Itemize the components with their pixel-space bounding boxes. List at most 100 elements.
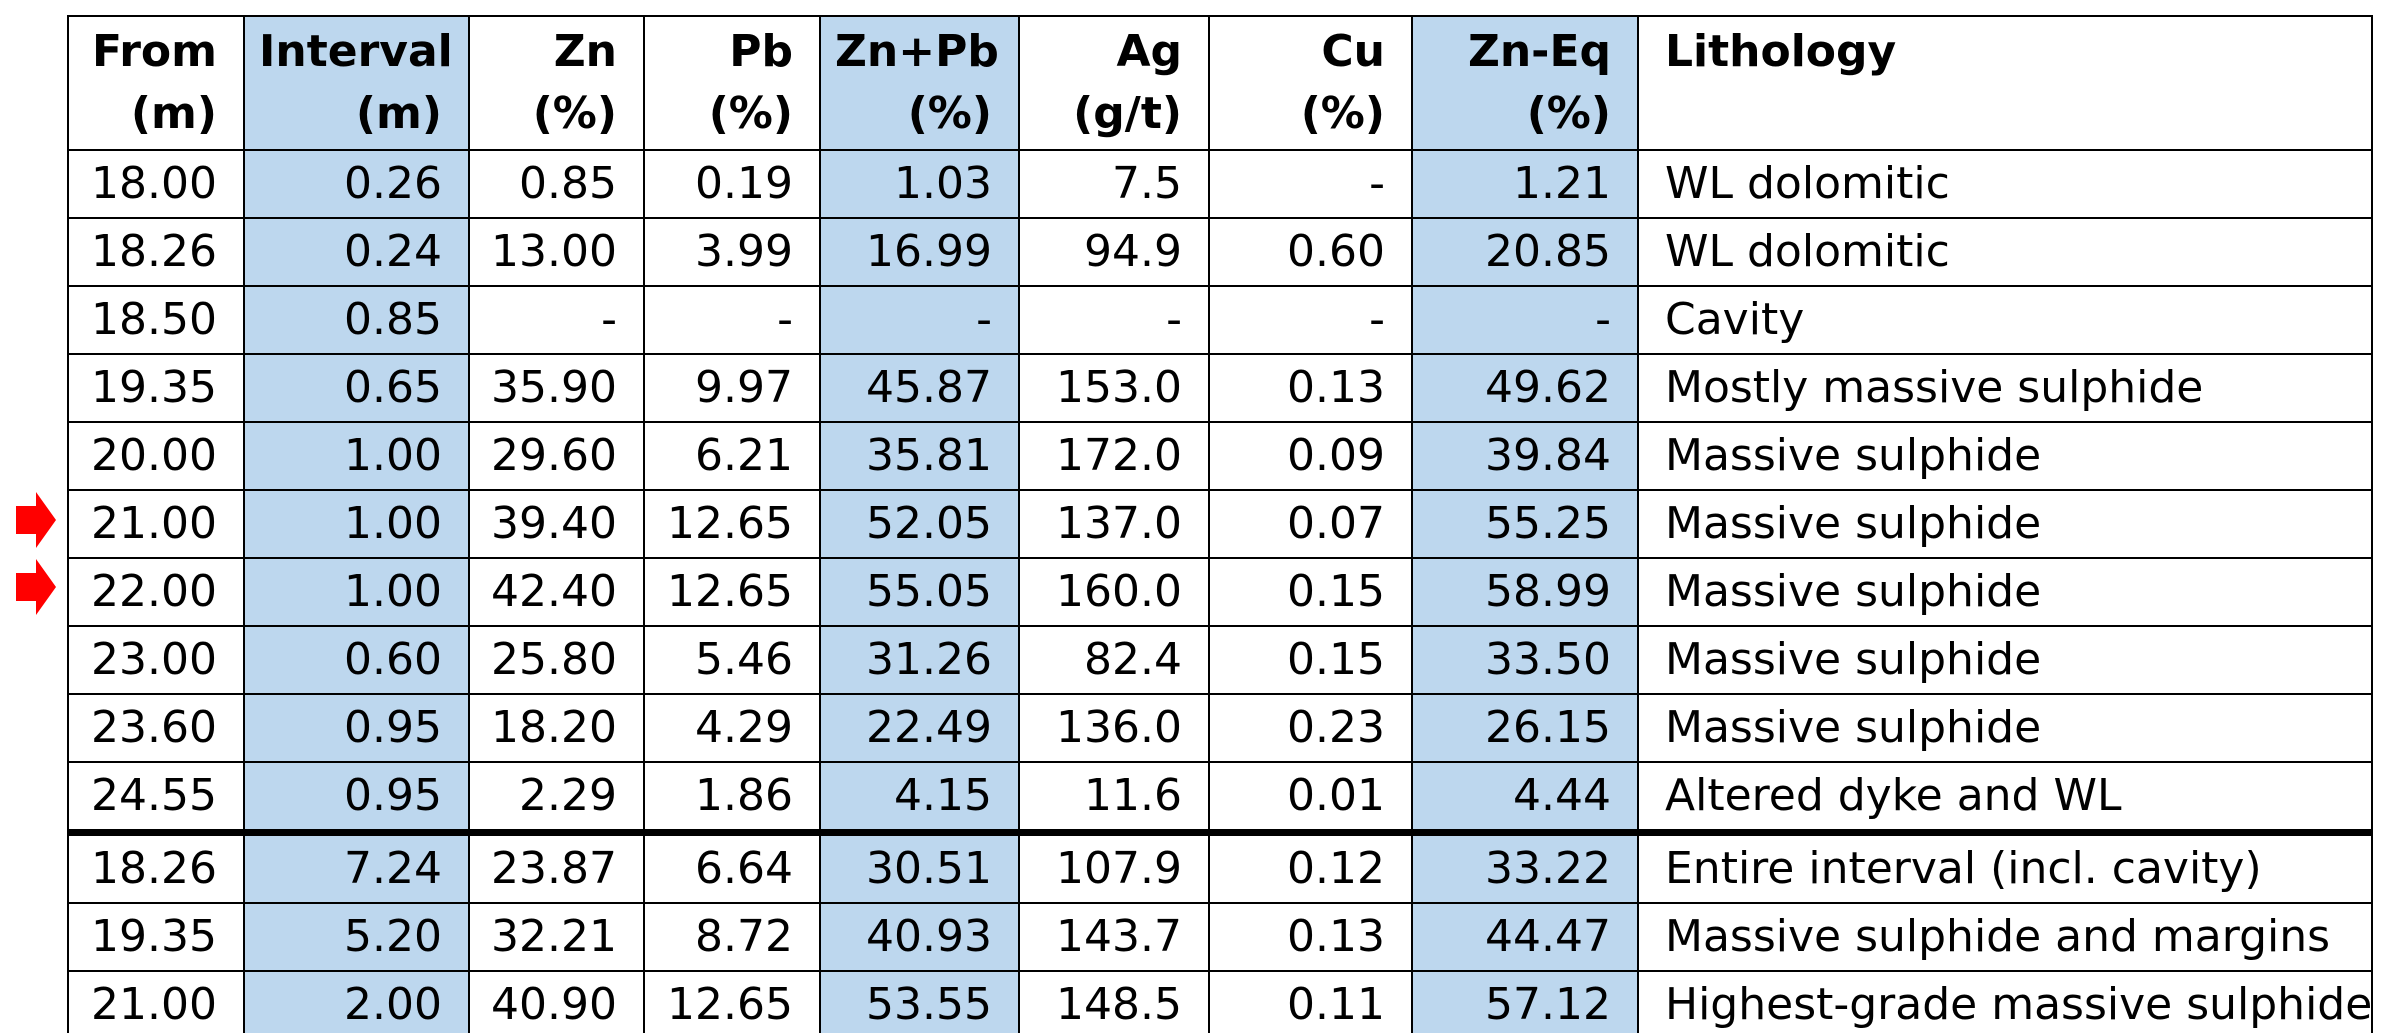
cell-interval: 0.95: [243, 761, 470, 834]
cell-from: 18.00: [67, 149, 245, 219]
header-ag: Ag (g/t): [1018, 15, 1210, 151]
cell-zn-pb: -: [819, 285, 1020, 355]
cell-zn-pb: 55.05: [819, 557, 1020, 627]
table-row: 21.00 1.00 39.40 12.65 52.05 137.0 0.07 55.25 Ma…: [67, 489, 2373, 559]
cell-zn-pb: 4.15: [819, 761, 1020, 834]
cell-zn: 29.60: [468, 421, 645, 491]
cell-pb: 6.21: [643, 421, 821, 491]
cell-zn-eq: -: [1411, 285, 1639, 355]
table-row: 22.00 1.00 42.40 12.65 55.05 160.0 0.15 58.99 Ma…: [67, 557, 2373, 627]
table-row: 23.60 0.95 18.20 4.29 22.49 136.0 0.23 26.15 Mas…: [67, 693, 2373, 763]
cell-zn: 0.85: [468, 149, 645, 219]
cell-lithology: Massive sulphide: [1637, 489, 2373, 559]
cell-pb: 9.97: [643, 353, 821, 423]
cell-cu: 0.09: [1208, 421, 1413, 491]
cell-from: 23.00: [67, 625, 245, 695]
cell-zn-pb: 35.81: [819, 421, 1020, 491]
cell-lithology: Massive sulphide and margins: [1637, 902, 2373, 972]
cell-from: 22.00: [67, 557, 245, 627]
cell-from: 21.00: [67, 489, 245, 559]
table-row: 18.26 0.24 13.00 3.99 16.99 94.9 0.60 20.85 WL d…: [67, 217, 2373, 287]
cell-zn-eq: 26.15: [1411, 693, 1639, 763]
cell-lithology: Entire interval (incl. cavity): [1637, 829, 2373, 904]
header-zn-eq: Zn-Eq (%): [1411, 15, 1639, 151]
cell-pb: 12.65: [643, 489, 821, 559]
cell-from: 24.55: [67, 761, 245, 834]
table-row: 18.00 0.26 0.85 0.19 1.03 7.5-1.21 WL dolomiti…: [67, 149, 2373, 219]
red-arrow-icon: [16, 559, 56, 615]
cell-ag: 148.5: [1018, 970, 1210, 1033]
cell-interval: 0.85: [243, 285, 470, 355]
header-lithology: Lithology: [1637, 15, 2373, 151]
cell-cu: 0.60: [1208, 217, 1413, 287]
cell-lithology: Cavity: [1637, 285, 2373, 355]
summary-row: 18.26 7.24 23.87 6.64 30.51 107.9 0.12 33.22 Ent…: [67, 829, 2373, 904]
cell-pb: 1.86: [643, 761, 821, 834]
cell-zn-eq: 44.47: [1411, 902, 1639, 972]
cell-interval: 1.00: [243, 557, 470, 627]
cell-ag: 94.9: [1018, 217, 1210, 287]
cell-zn-eq: 55.25: [1411, 489, 1639, 559]
cell-interval: 1.00: [243, 421, 470, 491]
cell-cu: -: [1208, 285, 1413, 355]
cell-cu: -: [1208, 149, 1413, 219]
table-row: 20.00 1.00 29.60 6.21 35.81 172.0 0.09 39.84 Mas…: [67, 421, 2373, 491]
header-zn-pb: Zn+Pb (%): [819, 15, 1020, 151]
cell-ag: 143.7: [1018, 902, 1210, 972]
cell-zn: 23.87: [468, 829, 645, 904]
cell-pb: 12.65: [643, 970, 821, 1033]
cell-lithology: WL dolomitic: [1637, 149, 2373, 219]
cell-ag: 136.0: [1018, 693, 1210, 763]
cell-lithology: Massive sulphide: [1637, 557, 2373, 627]
cell-interval: 0.26: [243, 149, 470, 219]
cell-cu: 0.11: [1208, 970, 1413, 1033]
cell-zn-pb: 53.55: [819, 970, 1020, 1033]
cell-zn-pb: 30.51: [819, 829, 1020, 904]
assay-table: From (m) Interval (m) Zn (%) Pb (%) Zn+Pb (%)…: [67, 15, 2373, 1033]
cell-zn: 42.40: [468, 557, 645, 627]
cell-cu: 0.12: [1208, 829, 1413, 904]
table-row: 19.35 0.65 35.90 9.97 45.87 153.0 0.13 49.62 Mos…: [67, 353, 2373, 423]
cell-pb: 12.65: [643, 557, 821, 627]
cell-from: 21.00: [67, 970, 245, 1033]
table-row: 18.50 0.85- - - - - - Cavity: [67, 285, 2373, 355]
cell-cu: 0.13: [1208, 902, 1413, 972]
table-body: 18.00 0.26 0.85 0.19 1.03 7.5-1.21 WL dolomiti…: [67, 149, 2373, 1033]
cell-zn-pb: 16.99: [819, 217, 1020, 287]
cell-interval: 2.00: [243, 970, 470, 1033]
table-header-row: From (m) Interval (m) Zn (%) Pb (%) Zn+Pb (%)…: [67, 15, 2373, 151]
cell-from: 18.50: [67, 285, 245, 355]
cell-cu: 0.15: [1208, 557, 1413, 627]
cell-ag: 11.6: [1018, 761, 1210, 834]
cell-cu: 0.01: [1208, 761, 1413, 834]
cell-zn-pb: 31.26: [819, 625, 1020, 695]
cell-zn-eq: 4.44: [1411, 761, 1639, 834]
cell-from: 18.26: [67, 217, 245, 287]
cell-from: 19.35: [67, 353, 245, 423]
cell-zn-eq: 57.12: [1411, 970, 1639, 1033]
cell-lithology: WL dolomitic: [1637, 217, 2373, 287]
cell-zn: 13.00: [468, 217, 645, 287]
summary-row: 19.35 5.20 32.21 8.72 40.93 143.7 0.13 44.47 Mas…: [67, 902, 2373, 972]
header-zn: Zn (%): [468, 15, 645, 151]
cell-zn-pb: 22.49: [819, 693, 1020, 763]
cell-lithology: Highest-grade massive sulphide: [1637, 970, 2373, 1033]
cell-pb: 4.29: [643, 693, 821, 763]
cell-lithology: Massive sulphide: [1637, 421, 2373, 491]
table-row: 23.00 0.60 25.80 5.46 31.26 82.4 0.15 33.50 Mass…: [67, 625, 2373, 695]
cell-ag: 153.0: [1018, 353, 1210, 423]
cell-pb: 8.72: [643, 902, 821, 972]
cell-zn-eq: 58.99: [1411, 557, 1639, 627]
cell-ag: 160.0: [1018, 557, 1210, 627]
cell-ag: 107.9: [1018, 829, 1210, 904]
cell-zn-pb: 52.05: [819, 489, 1020, 559]
cell-zn: 2.29: [468, 761, 645, 834]
cell-lithology: Mostly massive sulphide: [1637, 353, 2373, 423]
header-pb: Pb (%): [643, 15, 821, 151]
cell-zn: 18.20: [468, 693, 645, 763]
cell-zn-eq: 33.50: [1411, 625, 1639, 695]
cell-pb: 5.46: [643, 625, 821, 695]
cell-cu: 0.15: [1208, 625, 1413, 695]
cell-from: 18.26: [67, 829, 245, 904]
cell-ag: -: [1018, 285, 1210, 355]
